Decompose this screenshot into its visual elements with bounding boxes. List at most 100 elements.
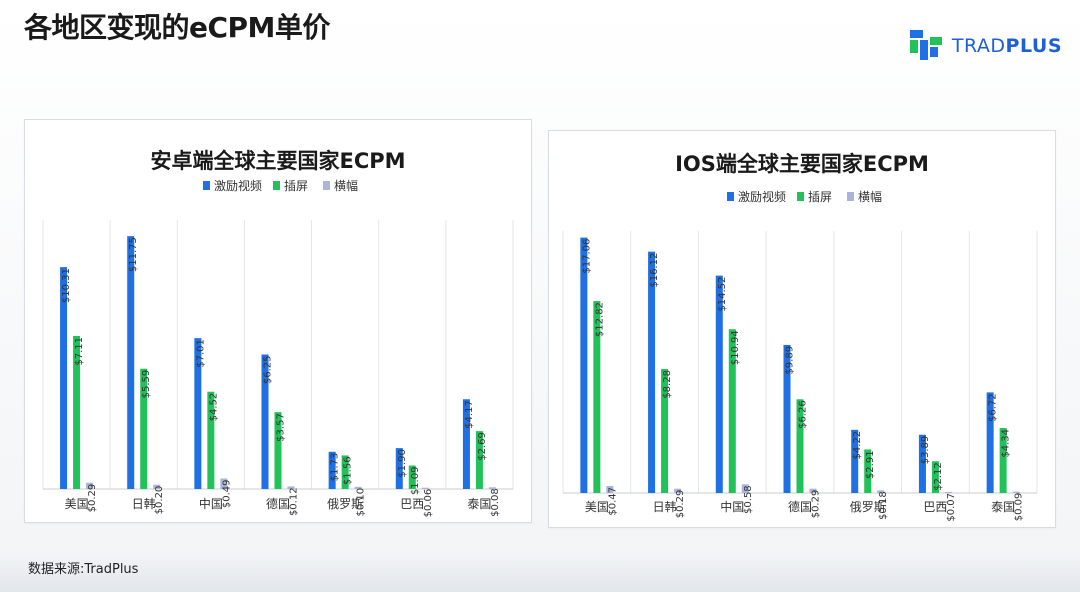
legend-swatch — [727, 192, 734, 201]
data-label: $3.89 — [920, 436, 931, 465]
bar — [140, 368, 148, 489]
data-label: $0.12 — [289, 487, 300, 516]
slide-title: 各地区变现的eCPM单价 — [24, 11, 330, 44]
ios-ecpm-chart-panel: IOS端全球主要国家ECPM 激励视频 插屏 横幅 $17.06 $12.82 $0.47 美… — [548, 130, 1056, 528]
data-label: $0.20 — [154, 486, 165, 515]
bar — [864, 449, 872, 493]
data-label: $16.12 — [649, 253, 660, 288]
bar — [60, 267, 68, 489]
bar — [475, 431, 483, 489]
category-label: 俄罗斯 — [850, 500, 886, 514]
brand-name: TRADPLUS — [952, 35, 1062, 57]
bar — [328, 451, 336, 489]
bar — [73, 335, 81, 489]
data-label: $1.56 — [343, 456, 354, 485]
legend-label: 激励视频 — [214, 178, 262, 193]
bar — [127, 236, 135, 489]
category-label: 俄罗斯 — [327, 497, 363, 511]
data-label: $1.73 — [330, 453, 341, 482]
legend-label: 插屏 — [284, 179, 308, 193]
category-label: 德国 — [266, 496, 290, 511]
data-label: $4.22 — [852, 431, 863, 460]
category-label: 泰国 — [991, 500, 1015, 514]
bar — [606, 485, 614, 493]
data-label: $6.25 — [263, 356, 274, 385]
bar — [207, 391, 215, 489]
bar — [741, 484, 749, 493]
data-label: $0.06 — [423, 489, 434, 518]
category-label: 日韩 — [132, 496, 156, 511]
bar — [918, 434, 926, 493]
data-label: $17.06 — [581, 239, 592, 274]
data-label: $10.31 — [61, 268, 72, 303]
bar — [220, 478, 228, 489]
data-label: $0.29 — [87, 484, 98, 513]
data-label: $0.18 — [878, 491, 889, 520]
category-label: 泰国 — [467, 497, 491, 511]
bar — [661, 369, 669, 493]
data-label: $4.34 — [1001, 429, 1012, 458]
bar — [851, 429, 859, 493]
category-label: 日韩 — [653, 499, 677, 514]
data-label: $2.12 — [933, 462, 944, 491]
bar — [877, 490, 885, 493]
bar — [462, 399, 470, 489]
category-label: 巴西 — [923, 500, 947, 514]
bar — [287, 486, 295, 489]
data-label: $0.29 — [811, 490, 822, 519]
data-label: $10.94 — [730, 330, 741, 365]
bar — [999, 428, 1007, 493]
legend-label: 激励视频 — [738, 189, 786, 204]
category-label: 德国 — [788, 499, 812, 514]
data-label: $0.47 — [607, 487, 618, 516]
data-label: $0.08 — [490, 488, 501, 517]
brand-name-part2: PLUS — [1005, 35, 1062, 57]
bar — [783, 344, 791, 493]
data-label: $9.89 — [785, 346, 796, 375]
chart-title: IOS端全球主要国家ECPM — [675, 152, 929, 176]
data-label: $4.17 — [464, 400, 475, 429]
bar — [488, 487, 496, 489]
data-label: $3.57 — [276, 413, 287, 442]
data-source-note: 数据来源:TradPlus — [28, 562, 139, 577]
bar — [986, 392, 994, 493]
data-label: $7.11 — [74, 337, 85, 366]
data-label: $5.59 — [141, 370, 152, 399]
bar — [153, 484, 161, 489]
data-label: $1.90 — [397, 449, 408, 478]
bar — [408, 465, 416, 489]
bar — [421, 487, 429, 489]
bar — [674, 488, 682, 493]
bar — [593, 301, 601, 493]
data-label: $7.01 — [195, 339, 206, 368]
data-label: $14.52 — [717, 277, 728, 312]
legend-swatch — [797, 192, 804, 201]
tradplus-logo-icon — [908, 28, 944, 64]
legend-label: 横幅 — [334, 178, 358, 193]
bar — [944, 491, 952, 493]
category-label: 中国 — [720, 499, 744, 514]
bar — [796, 399, 804, 493]
data-label: $0.29 — [675, 490, 686, 519]
ios-ecpm-chart: IOS端全球主要国家ECPM 激励视频 插屏 横幅 $17.06 $12.82 $0.47美… — [562, 152, 1038, 522]
bar — [580, 237, 588, 493]
bar — [261, 354, 269, 489]
data-label: $0.10 — [356, 488, 367, 517]
bar — [931, 461, 939, 493]
data-label: $2.69 — [477, 432, 488, 461]
legend-swatch — [273, 181, 280, 190]
android-ecpm-chart-panel: 安卓端全球主要国家ECPM 激励视频 插屏 横幅 $10.31 $7.11 $0.29 美国 $… — [24, 119, 532, 523]
legend-swatch — [203, 181, 210, 190]
data-label: $6.72 — [988, 393, 999, 422]
legend-label: 插屏 — [808, 190, 832, 204]
bar — [728, 329, 736, 493]
data-label: $6.26 — [798, 400, 809, 429]
bar — [274, 412, 282, 489]
category-label: 美国 — [65, 497, 89, 511]
bar — [341, 455, 349, 489]
data-label: $8.28 — [662, 370, 673, 399]
data-label: $2.91 — [865, 450, 876, 479]
legend-swatch — [323, 181, 330, 190]
